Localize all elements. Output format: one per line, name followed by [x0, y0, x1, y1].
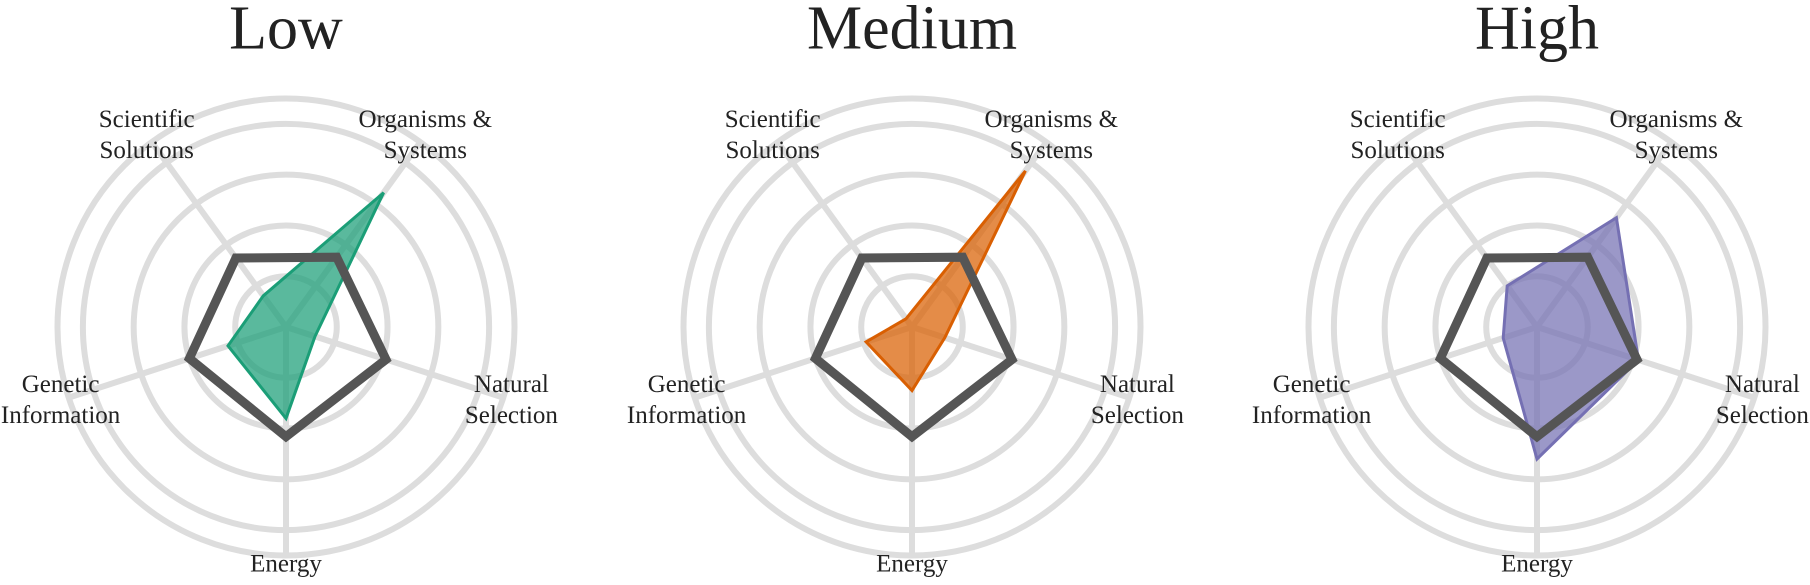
reference-outline	[183, 252, 392, 443]
axis-label: Scientific Solutions	[98, 106, 195, 165]
chart-title: Medium	[806, 0, 1018, 63]
spoke	[285, 324, 505, 401]
axis-label: Scientific Solutions	[724, 106, 821, 165]
radar-area	[226, 191, 385, 422]
axis-label: Organisms & Systems	[984, 106, 1119, 165]
spoke	[911, 324, 1131, 401]
axis-label: Scientific Solutions	[1349, 106, 1446, 165]
axis-label: Natural Selection	[1090, 371, 1184, 430]
axis-label: Natural Selection	[1715, 371, 1809, 430]
axis-label: Organisms & Systems	[358, 106, 493, 165]
spoke	[775, 140, 915, 329]
axis-label: Genetic Information	[1251, 371, 1372, 430]
axis-label: Genetic Information	[0, 371, 121, 430]
axis-label: Organisms & Systems	[1609, 106, 1744, 165]
radar-area	[1501, 215, 1641, 462]
axis-label: Energy	[250, 550, 322, 578]
reference-outline	[809, 252, 1018, 443]
axis-label: Energy	[876, 550, 948, 578]
spoke	[1318, 324, 1538, 401]
axis-label: Genetic Information	[626, 371, 747, 430]
reference-outline	[1434, 252, 1643, 443]
axis-label: Natural Selection	[464, 371, 558, 430]
chart-title: Low	[229, 0, 343, 63]
chart-title: High	[1475, 0, 1599, 63]
radar-area	[863, 169, 1027, 393]
axis-label: Energy	[1501, 550, 1573, 578]
